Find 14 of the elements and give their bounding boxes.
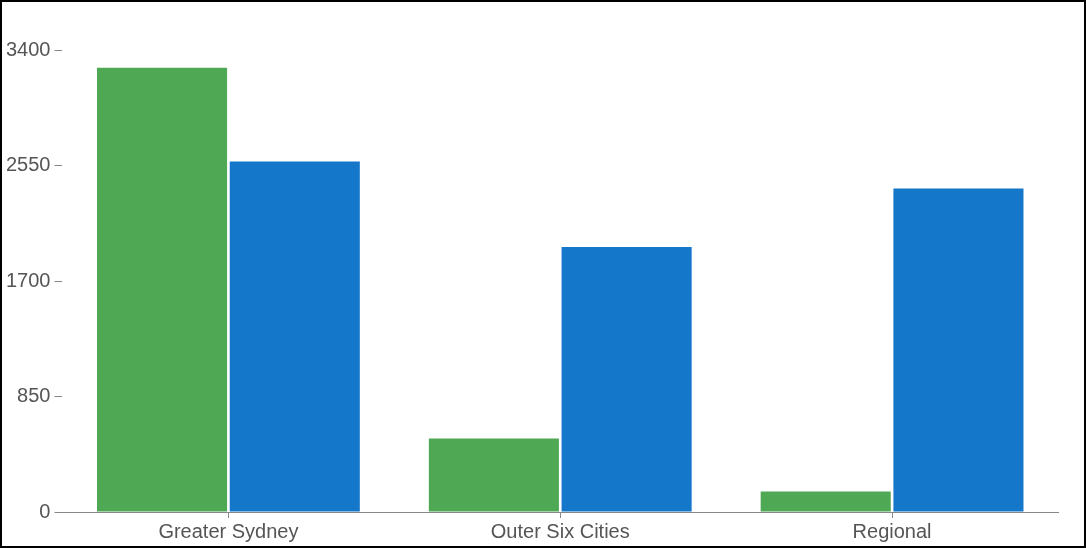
y-tick-label: 0: [39, 499, 51, 522]
bar: [428, 438, 559, 512]
y-tick-label: 1700: [5, 268, 51, 291]
bar: [561, 247, 692, 512]
y-tick-label: 850: [17, 384, 51, 407]
x-tick-label: Greater Sydney: [158, 519, 299, 542]
bar: [97, 67, 228, 512]
bar: [229, 161, 360, 512]
x-tick-label: Regional: [852, 519, 932, 542]
y-tick-label: 2550: [5, 153, 51, 176]
x-tick-label: Outer Six Cities: [490, 519, 630, 542]
y-tick-label: 3400: [5, 37, 51, 60]
bar: [760, 491, 891, 512]
bar: [893, 188, 1024, 512]
